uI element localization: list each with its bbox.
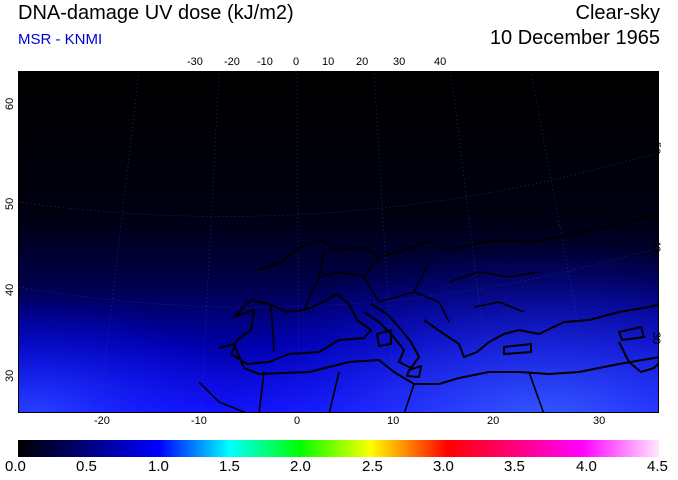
top-tick: 40	[434, 56, 447, 68]
bottom-tick: 10	[387, 415, 400, 427]
color-scale-label: 1.0	[148, 458, 169, 475]
border-line	[318, 251, 325, 278]
right-tick: 30	[650, 332, 662, 345]
border-line	[258, 371, 265, 412]
color-scale-label: 4.0	[576, 458, 597, 475]
color-scale-label: 2.0	[290, 458, 311, 475]
top-tick: 20	[356, 56, 369, 68]
meridian-line	[98, 72, 140, 412]
color-scale-label: 3.0	[433, 458, 454, 475]
border-line	[363, 256, 380, 278]
top-tick: 30	[393, 56, 406, 68]
right-tick: 50	[650, 142, 662, 155]
bottom-tick: -10	[191, 415, 207, 427]
left-tick: 30	[4, 369, 16, 382]
uv-field-highlight	[19, 72, 658, 412]
credit-label: MSR - KNMI	[18, 31, 103, 48]
border-line	[528, 371, 545, 412]
color-scale-label: 4.5	[647, 458, 668, 475]
bottom-tick: -20	[94, 415, 110, 427]
bottom-tick: 0	[294, 415, 301, 427]
sicily-island	[406, 365, 422, 378]
top-tick: -10	[257, 56, 273, 68]
border-line	[413, 261, 430, 293]
left-tick: 60	[4, 97, 16, 110]
color-scale-label: 1.5	[219, 458, 240, 475]
cyprus-island	[618, 326, 645, 341]
map-canvas	[19, 72, 658, 412]
border-line	[473, 301, 525, 313]
border-line	[378, 291, 450, 323]
graticule	[19, 72, 658, 412]
europe-coast	[258, 213, 658, 271]
country-borders	[198, 251, 545, 412]
color-scale-label: 0.0	[5, 458, 26, 475]
border-line	[403, 383, 415, 412]
top-tick: -20	[224, 56, 240, 68]
right-tick: 40	[650, 240, 662, 253]
meridian-line	[450, 72, 494, 412]
left-tick: 40	[4, 283, 16, 296]
anatolia-coast	[538, 303, 658, 335]
crete-island	[503, 343, 532, 355]
border-line	[198, 381, 247, 412]
border-line	[270, 303, 275, 353]
color-scale-bar	[18, 440, 659, 457]
border-line	[448, 271, 540, 283]
color-scale-label: 3.5	[504, 458, 525, 475]
color-scale-label: 2.5	[362, 458, 383, 475]
uv-dose-map	[18, 71, 659, 413]
italy-coast	[363, 303, 420, 369]
date-label: 10 December 1965	[489, 27, 660, 49]
levant-coast	[618, 341, 658, 373]
color-scale-label: 0.5	[76, 458, 97, 475]
top-tick: 10	[322, 56, 335, 68]
bottom-tick: 20	[487, 415, 500, 427]
sky-mode-label: Clear-sky	[575, 2, 660, 24]
border-line	[303, 271, 380, 311]
sardinia-island	[376, 329, 392, 347]
top-tick: 0	[293, 56, 300, 68]
map-title: DNA-damage UV dose (kJ/m2)	[18, 2, 294, 24]
bottom-tick: 30	[593, 415, 606, 427]
left-tick: 50	[4, 197, 16, 210]
border-line	[328, 371, 340, 412]
coastlines	[218, 213, 658, 385]
top-tick: -30	[187, 56, 203, 68]
balkan-coast	[423, 319, 540, 358]
